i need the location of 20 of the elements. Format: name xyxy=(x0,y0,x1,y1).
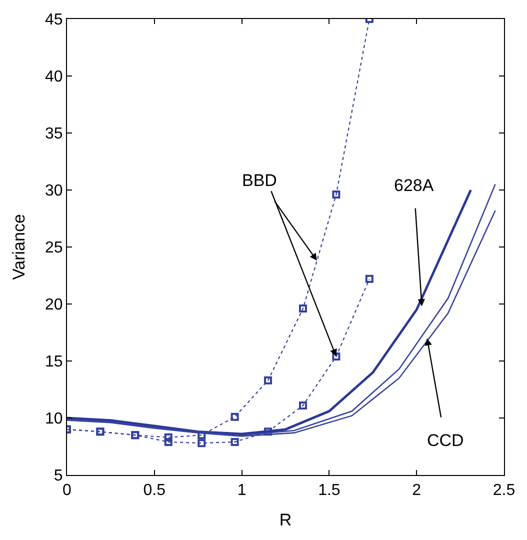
x-tick-label: 0.5 xyxy=(143,482,166,500)
annotation: 628A xyxy=(394,176,434,195)
x-tick-label: 2 xyxy=(412,482,422,500)
y-tick-label: 25 xyxy=(45,240,63,257)
annotation: BBD xyxy=(242,171,277,190)
y-axis-title: Variance xyxy=(10,214,29,280)
y-tick-label: 30 xyxy=(45,182,63,200)
y-tick-label: 15 xyxy=(45,354,63,371)
y-tick-label: 40 xyxy=(45,68,63,86)
x-tick-label: 1.5 xyxy=(318,482,340,500)
y-tick-label: 20 xyxy=(45,296,63,314)
annotation: CCD xyxy=(427,431,464,450)
x-tick-label: 2.5 xyxy=(492,482,516,500)
x-tick-label: 0 xyxy=(62,482,72,500)
y-tick-label: 10 xyxy=(45,410,63,428)
y-tick-label: 35 xyxy=(45,126,63,143)
x-tick-label: 1 xyxy=(237,482,246,500)
y-tick-label: 5 xyxy=(54,468,63,485)
y-tick-label: 45 xyxy=(45,12,63,29)
x-axis-title: R xyxy=(279,510,292,530)
